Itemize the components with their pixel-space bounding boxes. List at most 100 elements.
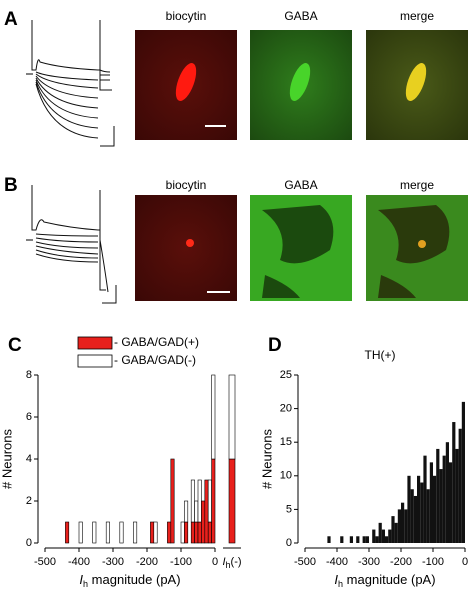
bar bbox=[401, 502, 405, 543]
trace-a bbox=[26, 20, 115, 147]
bar bbox=[78, 521, 83, 544]
bar bbox=[190, 479, 195, 523]
bar bbox=[119, 521, 124, 544]
bar bbox=[452, 422, 456, 543]
image-title: merge bbox=[400, 178, 434, 192]
bar bbox=[65, 521, 70, 544]
x-tick-label: 0 bbox=[212, 556, 218, 568]
bar bbox=[375, 536, 379, 543]
y-axis-label: # Neurons bbox=[259, 429, 274, 489]
label-text: magnitude (pA) bbox=[88, 572, 181, 587]
bar bbox=[407, 475, 411, 543]
x-tick-label: -500 bbox=[294, 556, 316, 568]
image-title: biocytin bbox=[166, 9, 207, 23]
x-tick-label: -300 bbox=[358, 556, 380, 568]
bar bbox=[436, 448, 440, 543]
label-text: magnitude (pA) bbox=[343, 572, 436, 587]
bar bbox=[439, 469, 443, 543]
bar bbox=[184, 521, 189, 544]
x-tick-label: -100 bbox=[422, 556, 444, 568]
bar bbox=[356, 536, 360, 543]
bar bbox=[362, 536, 366, 543]
y-tick-label: 0 bbox=[286, 537, 292, 549]
bar bbox=[449, 462, 453, 543]
bar bbox=[201, 500, 206, 544]
legend-label: - GABA/GAD(-) bbox=[114, 353, 196, 367]
bar bbox=[433, 475, 437, 543]
bar bbox=[391, 516, 395, 543]
bar bbox=[105, 521, 110, 544]
y-tick-label: 25 bbox=[280, 369, 292, 381]
bar bbox=[197, 479, 202, 523]
bar bbox=[349, 536, 353, 543]
x-tick-label: -200 bbox=[136, 556, 158, 568]
bar bbox=[153, 521, 158, 544]
bar bbox=[426, 489, 430, 543]
bar bbox=[340, 536, 344, 543]
trace-b bbox=[26, 185, 117, 304]
legend-label: - GABA/GAD(+) bbox=[114, 335, 199, 349]
image-title: merge bbox=[400, 9, 434, 23]
x-tick-label: 0 bbox=[462, 556, 468, 568]
x-tick-label: -200 bbox=[390, 556, 412, 568]
y-tick-label: 4 bbox=[26, 453, 32, 465]
y-tick-label: 15 bbox=[280, 436, 292, 448]
panel-label: D bbox=[268, 335, 282, 356]
bar bbox=[445, 442, 449, 543]
symbol: I bbox=[334, 572, 338, 587]
bar bbox=[429, 462, 433, 543]
y-axis-label: # Neurons bbox=[0, 429, 14, 489]
bar bbox=[385, 536, 389, 543]
y-tick-label: 0 bbox=[26, 537, 32, 549]
bar bbox=[197, 521, 202, 544]
bar bbox=[461, 401, 465, 543]
label-text: (-) bbox=[231, 556, 242, 568]
legend-swatch bbox=[77, 354, 113, 368]
bar bbox=[133, 521, 138, 544]
bar bbox=[204, 479, 209, 544]
bar bbox=[423, 455, 427, 543]
subscript: h bbox=[83, 579, 88, 589]
x-tick-label: -100 bbox=[170, 556, 192, 568]
bar bbox=[417, 475, 421, 543]
image-biocytin bbox=[135, 195, 237, 301]
bar bbox=[194, 500, 199, 523]
y-tick-label: 8 bbox=[26, 369, 32, 381]
bar bbox=[167, 521, 172, 544]
bar bbox=[394, 522, 398, 543]
panel-label: C bbox=[8, 335, 22, 356]
bar bbox=[410, 489, 414, 543]
bar bbox=[327, 536, 331, 543]
x-tick-label: -400 bbox=[68, 556, 90, 568]
image-title: biocytin bbox=[166, 178, 207, 192]
image-title: GABA bbox=[284, 9, 317, 23]
legend-swatch bbox=[77, 336, 113, 350]
bar bbox=[388, 529, 392, 543]
bar bbox=[207, 479, 212, 523]
bar bbox=[372, 529, 376, 543]
x-tick-label: -300 bbox=[102, 556, 124, 568]
bar bbox=[207, 521, 212, 544]
y-tick-label: 6 bbox=[26, 411, 32, 423]
bar bbox=[413, 495, 417, 543]
bar bbox=[184, 500, 189, 523]
bar bbox=[228, 374, 236, 460]
y-tick-label: 20 bbox=[280, 403, 292, 415]
bar bbox=[150, 521, 155, 544]
subscript: h bbox=[338, 579, 343, 589]
bar bbox=[442, 455, 446, 543]
y-tick-label: 5 bbox=[286, 503, 292, 515]
cell bbox=[175, 63, 197, 101]
bar bbox=[180, 521, 185, 544]
bar bbox=[365, 536, 369, 543]
symbol: I bbox=[79, 572, 83, 587]
x-tick-label: -500 bbox=[34, 556, 56, 568]
y-tick-label: 10 bbox=[280, 470, 292, 482]
bar bbox=[397, 509, 401, 543]
axis-label: Ih magnitude (pA) bbox=[334, 572, 435, 589]
bar bbox=[190, 521, 195, 544]
axis-label: Ih(-) bbox=[222, 556, 241, 570]
panel-label: A bbox=[4, 9, 18, 30]
bar bbox=[170, 458, 175, 544]
